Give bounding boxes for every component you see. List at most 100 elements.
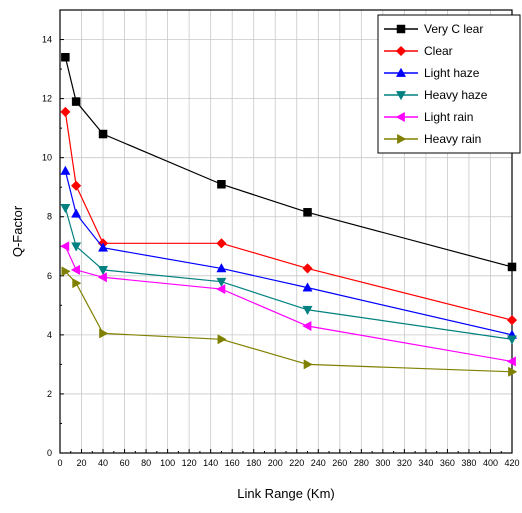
legend-item: Light rain xyxy=(384,110,473,124)
data-point xyxy=(99,328,109,339)
data-point xyxy=(60,241,70,252)
data-point xyxy=(303,208,312,217)
legend-label: Very C lear xyxy=(424,22,483,36)
y-axis: 0 2 4 6 8 10 12 14 xyxy=(42,35,64,458)
data-point xyxy=(70,264,80,275)
x-tick-label: 40 xyxy=(98,458,108,468)
x-tick-label: 140 xyxy=(203,458,218,468)
data-point xyxy=(216,238,227,249)
legend-label: Heavy rain xyxy=(424,132,481,146)
data-point xyxy=(506,335,518,345)
y-tick-label: 12 xyxy=(42,94,52,104)
series-1 xyxy=(61,53,517,272)
legend-item: Light haze xyxy=(384,66,480,80)
series-6 xyxy=(61,266,518,377)
legend-item: Heavy haze xyxy=(384,88,488,102)
data-point xyxy=(61,266,71,277)
x-tick-label: 260 xyxy=(332,458,347,468)
x-tick-label: 160 xyxy=(225,458,240,468)
data-point xyxy=(217,334,227,345)
series-line xyxy=(64,246,513,363)
data-point xyxy=(507,262,517,272)
series-line xyxy=(64,57,513,268)
x-tick-label: 100 xyxy=(160,458,175,468)
x-axis: 0 20 40 60 80 100 120 140 160 180 200 220 240 260 280 3… xyxy=(57,449,520,468)
y-tick-label: 4 xyxy=(47,330,52,340)
data-point xyxy=(506,356,516,367)
data-point xyxy=(97,272,107,283)
legend-item: Heavy rain xyxy=(384,132,481,146)
y-tick-label: 2 xyxy=(47,389,52,399)
data-point xyxy=(71,208,82,218)
data-point xyxy=(216,284,226,295)
x-tick-label: 340 xyxy=(418,458,433,468)
data-point xyxy=(72,278,82,289)
y-tick-label: 8 xyxy=(47,212,52,222)
series-line xyxy=(64,111,513,321)
legend-item: Very C lear xyxy=(384,22,483,36)
legend-item: Clear xyxy=(384,44,453,58)
data-point xyxy=(70,180,82,191)
data-point xyxy=(60,165,71,175)
data-point xyxy=(302,320,312,332)
x-axis-title: Link Range (Km) xyxy=(237,486,335,501)
series-4 xyxy=(60,204,518,345)
x-tick-label: 0 xyxy=(57,458,62,468)
x-tick-label: 360 xyxy=(440,458,455,468)
y-tick-label: 14 xyxy=(42,35,52,45)
series-layer xyxy=(60,53,518,377)
legend-marker xyxy=(395,45,407,57)
legend-label: Clear xyxy=(424,44,453,58)
data-point xyxy=(508,366,518,377)
legend-marker xyxy=(397,133,407,145)
data-point xyxy=(98,242,109,252)
legend-label: Light rain xyxy=(424,110,473,124)
data-point xyxy=(302,305,313,316)
x-tick-label: 120 xyxy=(182,458,197,468)
x-tick-label: 80 xyxy=(141,458,151,468)
x-tick-label: 420 xyxy=(504,458,519,468)
legend-marker xyxy=(395,91,407,101)
legend: Very C lear Clear Light haze Heavy haze Ligh… xyxy=(377,14,521,154)
data-point xyxy=(216,263,227,273)
data-point xyxy=(98,266,109,276)
y-tick-label: 0 xyxy=(47,448,52,458)
legend-box xyxy=(377,14,521,154)
x-tick-label: 60 xyxy=(120,458,130,468)
data-point xyxy=(302,263,313,274)
x-tick-label: 20 xyxy=(77,458,87,468)
data-point xyxy=(60,106,71,118)
legend-marker xyxy=(395,111,405,123)
data-point xyxy=(71,97,81,106)
x-tick-label: 220 xyxy=(289,458,304,468)
legend-marker xyxy=(396,24,406,34)
series-line xyxy=(64,170,513,336)
series-line xyxy=(64,207,513,340)
legend-marker xyxy=(395,67,407,77)
legend-label: Heavy haze xyxy=(424,88,488,102)
x-tick-label: 200 xyxy=(268,458,283,468)
data-point xyxy=(71,242,82,252)
x-tick-label: 380 xyxy=(461,458,476,468)
y-tick-label: 10 xyxy=(42,153,52,163)
x-tick-label: 400 xyxy=(483,458,498,468)
series-5 xyxy=(60,241,516,367)
data-point xyxy=(61,53,70,62)
x-tick-label: 300 xyxy=(375,458,390,468)
x-tick-label: 180 xyxy=(246,458,261,468)
x-tick-label: 240 xyxy=(311,458,326,468)
x-tick-label: 280 xyxy=(354,458,369,468)
data-point xyxy=(303,359,313,370)
data-point xyxy=(506,314,518,326)
y-tick-label: 6 xyxy=(47,271,52,281)
y-axis-title: Q-Factor xyxy=(10,205,25,257)
data-point xyxy=(217,179,226,189)
data-point xyxy=(98,129,108,139)
legend-label: Light haze xyxy=(424,66,480,80)
data-point xyxy=(216,277,227,288)
data-point xyxy=(302,282,313,292)
series-3 xyxy=(60,165,518,339)
data-point xyxy=(60,204,71,214)
x-tick-label: 320 xyxy=(397,458,412,468)
